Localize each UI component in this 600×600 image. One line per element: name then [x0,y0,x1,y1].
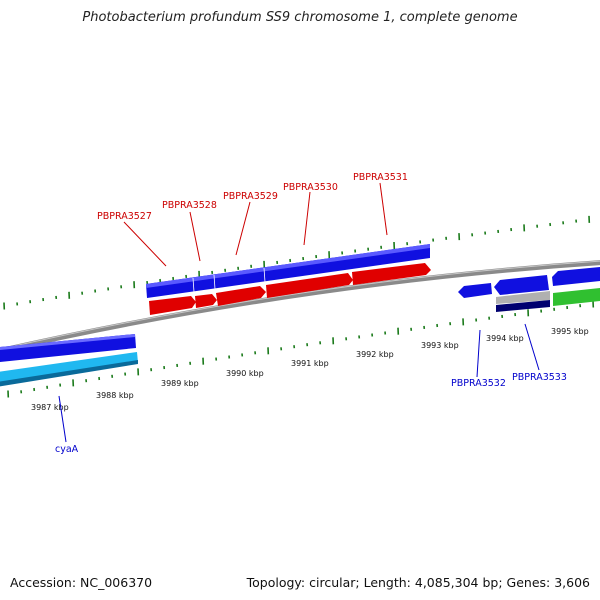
scale-label: 3989 kbp [161,379,199,388]
gene-label-PBPRA3529[interactable]: PBPRA3529 [223,191,278,202]
gene-label-PBPRA3530[interactable]: PBPRA3530 [283,182,338,193]
green-feature[interactable] [553,287,600,306]
light-blue-feature[interactable] [0,352,138,388]
scale-label: 3995 kbp [551,327,589,336]
gene-PBPRA3533[interactable] [494,275,549,295]
scale-label: 3987 kbp [31,403,69,412]
scale-label: 3988 kbp [96,391,134,400]
scale-label: 3994 kbp [486,334,524,343]
scale-labels: 3987 kbp 3988 kbp 3989 kbp 3990 kbp 3991… [31,327,589,412]
gene-label-cyaA[interactable]: cyaA [55,444,79,455]
map-title: Photobacterium profundum SS9 chromosome … [82,10,518,25]
reverse-cds-bar[interactable] [146,244,430,298]
gene-PBPRA3527[interactable] [149,296,196,315]
accession-text: Accession: NC_006370 [10,575,153,590]
right-blue-feature[interactable] [552,266,600,286]
gene-PBPRA3528[interactable] [195,294,217,308]
backbone-ring [0,260,600,354]
gene-PBPRA3531[interactable] [352,263,431,285]
gene-label-PBPRA3531[interactable]: PBPRA3531 [353,172,408,183]
gene-label-PBPRA3533[interactable]: PBPRA3533 [512,372,567,383]
scale-label: 3991 kbp [291,359,329,368]
gene-labels: PBPRA3527 PBPRA3528 PBPRA3529 PBPRA3530 … [55,172,567,455]
inner-tick-ring [7,300,595,398]
navy-feature[interactable] [496,300,550,312]
gene-PBPRA3529[interactable] [216,286,266,306]
gene-label-PBPRA3527[interactable]: PBPRA3527 [97,211,152,222]
leader-lines [58,182,540,443]
gene-PBPRA3532[interactable] [458,283,492,298]
scale-label: 3992 kbp [356,350,394,359]
gene-label-PBPRA3528[interactable]: PBPRA3528 [162,200,217,211]
gene-label-PBPRA3532[interactable]: PBPRA3532 [451,378,506,389]
genome-stats-text: Topology: circular; Length: 4,085,304 bp… [246,575,590,590]
gene-PBPRA3530[interactable] [266,273,353,298]
scale-label: 3993 kbp [421,341,459,350]
cyaA-feature[interactable] [0,334,136,363]
gray-feature[interactable] [496,291,550,304]
scale-label: 3990 kbp [226,369,264,378]
